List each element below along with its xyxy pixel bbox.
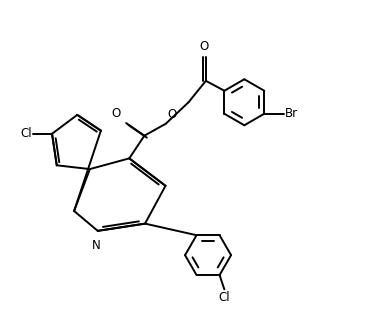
Text: N: N [92, 239, 100, 252]
Text: O: O [167, 107, 177, 121]
Text: Cl: Cl [20, 127, 32, 140]
Text: Br: Br [285, 107, 298, 120]
Text: O: O [200, 40, 209, 53]
Text: O: O [111, 107, 121, 120]
Text: Cl: Cl [218, 291, 230, 304]
